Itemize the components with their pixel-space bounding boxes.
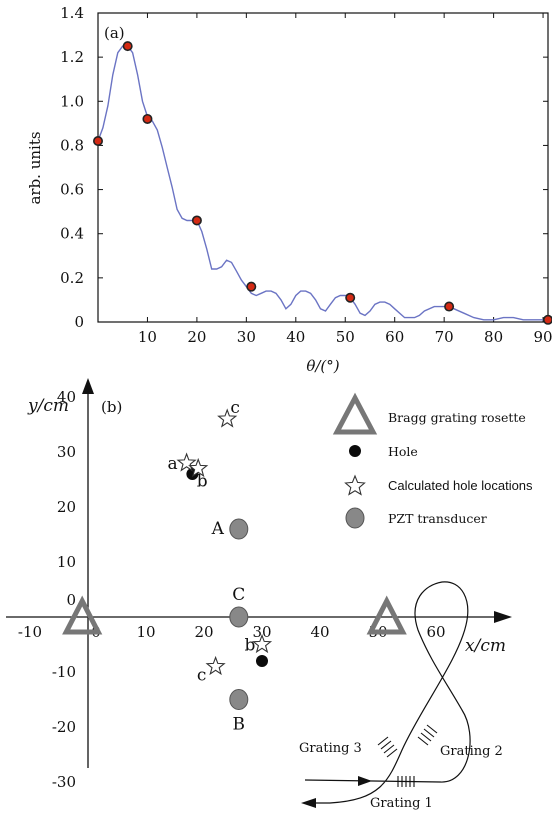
panel-b-x-axis-title: x/cm: [465, 636, 506, 656]
panel-b-x-axis-arrow: [494, 611, 512, 623]
panel-a-y-tick-label: 0.2: [60, 269, 84, 287]
panel-a-line-chart: 0 0.2 0.4 0.6 0.8 1.0 1.2 1.4 10 20 30 40 50 60 70 80 9…: [26, 4, 552, 375]
panel-a-x-axis-title: θ/(°): [306, 357, 339, 375]
panel-a-marker: [444, 301, 455, 312]
panel-a-x-tick-label: 90: [534, 328, 552, 346]
calculated-star-icon: [188, 457, 209, 478]
pzt-label: B: [233, 715, 246, 735]
grating-1-marks: [397, 776, 415, 787]
grating-2-label: Grating 2: [440, 744, 503, 759]
fiber-loop: [304, 581, 471, 804]
panel-b-y-axis-arrow: [82, 378, 94, 394]
calculated-label: a: [168, 454, 178, 474]
panel-a-y-tick-label: 0.8: [60, 136, 84, 154]
panel-b-y-tick-label: 10: [57, 553, 76, 571]
panel-a-x-tick-label: 40: [286, 328, 305, 346]
panel-a-plot-frame: [97, 12, 549, 323]
panel-b-y-tick-label: -20: [52, 718, 76, 736]
panel-a-y-tick-label: 1.2: [60, 48, 84, 66]
panel-a-marker: [142, 113, 153, 124]
panel-b-y-tick-label: 40: [57, 388, 76, 406]
panel-b-x-tick-label: 60: [426, 623, 445, 641]
calculated-label: b: [197, 472, 208, 492]
panel-a-x-tick-label: 10: [138, 328, 157, 346]
grating-1-label: Grating 1: [370, 796, 433, 811]
panel-a-x-axis: 10 20 30 40 50 60 70 80 90: [138, 13, 552, 346]
rosette-triangle-icon: [366, 595, 407, 635]
panel-a-y-tick-label: 1.4: [60, 4, 84, 22]
rosette-triangle-icon: [62, 595, 103, 635]
legend-label-rosette: Bragg grating rosette: [388, 410, 526, 425]
panel-b-label: (b): [101, 398, 122, 416]
pzt-label: C: [232, 585, 245, 605]
panel-a-x-tick-label: 70: [435, 328, 454, 346]
calculated-star-icon: [217, 408, 238, 428]
pzt-transducer: [229, 689, 249, 710]
grating-3-marks: [377, 736, 398, 758]
panel-a-series-line: [97, 45, 549, 321]
calculated-star-icon: [251, 633, 273, 654]
panel-a-x-tick-label: 60: [385, 328, 404, 346]
panel-b-y-ticks: 40 30 20 10 0 -10 -20 -30: [52, 388, 76, 791]
pzt-transducer: [229, 518, 249, 540]
panel-a-marker: [543, 314, 552, 325]
panel-a-x-tick-label: 50: [336, 328, 355, 346]
legend-hole-icon: [349, 445, 361, 457]
calculated-label: c: [230, 398, 240, 418]
panel-a-y-axis: 0 0.2 0.4 0.6 0.8 1.0 1.2 1.4: [60, 4, 548, 331]
legend-label-pzt: PZT transducer: [388, 511, 487, 526]
panel-b-x-tick-label: 30: [252, 623, 271, 641]
legend-triangle-icon: [332, 392, 378, 435]
pzt-label: A: [211, 519, 225, 539]
panel-b-y-tick-label: 20: [57, 498, 76, 516]
calculated-label: b: [245, 636, 256, 656]
panel-a-y-tick-label: 0.6: [60, 181, 84, 199]
fiber-direction-icon: [358, 776, 372, 786]
fiber-arrow-icon: [301, 798, 316, 808]
panel-b-x-tick-label: 40: [310, 623, 329, 641]
panel-b-y-tick-label: 30: [57, 443, 76, 461]
panel-b-x-tick-label: -10: [18, 623, 42, 641]
panel-a-marker: [93, 136, 104, 147]
panel-a-y-tick-label: 0.4: [60, 225, 84, 243]
panel-a-y-tick-label: 0: [74, 313, 84, 331]
panel-b-y-axis-title: y/cm: [27, 396, 69, 416]
panel-b-y-tick-label: -10: [52, 663, 76, 681]
panel-a-markers: [93, 41, 552, 325]
calculated-star-icon: [176, 452, 197, 472]
panel-b-rosettes: [62, 595, 407, 635]
panel-a-x-tick-label: 20: [187, 328, 206, 346]
panel-a-marker: [246, 281, 257, 292]
panel-b-y-tick-label: 0: [66, 591, 76, 609]
calculated-label: c: [197, 666, 207, 686]
grating-fiber-inset: Grating 3 Grating 2 Grating 1: [299, 581, 503, 811]
panel-b-x-tick-label: 10: [136, 623, 155, 641]
panel-a-y-tick-label: 1.0: [60, 92, 84, 110]
panel-a-y-axis-title: arb. units: [26, 131, 44, 204]
panel-a-x-tick-label: 80: [484, 328, 503, 346]
panel-b-y-tick-label: -30: [52, 773, 76, 791]
panel-a-marker: [191, 215, 202, 226]
hole-marker: [256, 655, 268, 667]
pzt-transducer: [229, 606, 249, 628]
legend-star-icon: [344, 474, 366, 496]
panel-a-label: (a): [104, 24, 125, 42]
legend-label-hole: Hole: [388, 444, 418, 459]
legend-label-calculated: Calculated hole locations: [388, 478, 533, 493]
grating-3-label: Grating 3: [299, 741, 362, 756]
grating-2-marks: [417, 724, 438, 746]
panel-b-legend: Bragg grating rosette Hole Calculated ho…: [332, 392, 533, 529]
panel-b-pzt-transducers: A B C: [211, 518, 249, 735]
legend-pzt-icon: [345, 507, 365, 529]
panel-a-marker: [345, 292, 356, 303]
panel-b-x-tick-label: 20: [194, 623, 213, 641]
panel-a-marker: [122, 41, 133, 52]
panel-a-x-tick-label: 30: [237, 328, 256, 346]
calculated-star-icon: [205, 655, 226, 676]
